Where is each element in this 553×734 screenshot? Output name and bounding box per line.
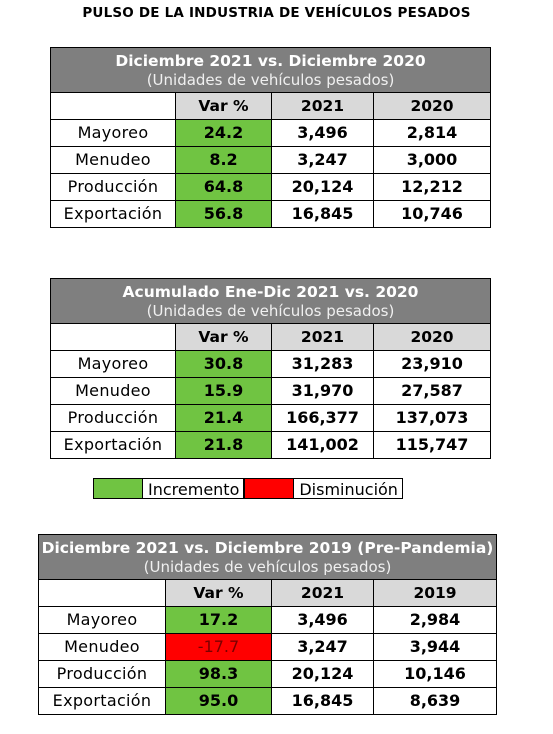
row-label: Mayoreo [50,350,176,378]
row-label: Menudeo [50,146,176,174]
table-row: Exportación 56.8 16,845 10,746 [50,200,492,228]
row-label: Producción [38,660,166,688]
legend-decrease-label: Disminución [294,478,403,499]
row-label: Producción [50,404,176,432]
var-cell: 21.4 [175,404,272,432]
column-header-2021: 2021 [271,323,374,351]
table-subtitle: (Unidades de vehículos pesados) [146,301,395,320]
value-2021: 141,002 [271,431,374,459]
value-2019: 2,984 [372,606,498,634]
value-2021: 3,247 [271,633,374,661]
column-header-var: Var % [165,579,272,607]
row-label: Menudeo [50,377,176,405]
var-cell: 21.8 [175,431,272,459]
legend-decrease-swatch [244,478,295,499]
value-2020: 23,910 [372,350,492,378]
row-label: Mayoreo [38,606,166,634]
value-2021: 3,496 [271,606,374,634]
table-subtitle: (Unidades de vehículos pesados) [146,70,395,89]
row-label: Mayoreo [50,119,176,147]
column-header-blank [50,323,176,351]
table-header: Diciembre 2021 vs. Diciembre 2020 (Unida… [49,47,492,93]
table-row: Menudeo 8.2 3,247 3,000 [50,146,492,174]
value-2021: 20,124 [271,660,374,688]
value-2021: 20,124 [271,173,374,201]
table-dec-2021-vs-dec-2019: Diciembre 2021 vs. Diciembre 2019 (Pre-P… [37,534,498,715]
table-row: Exportación 21.8 141,002 115,747 [50,431,492,459]
table-title: Diciembre 2021 vs. Diciembre 2020 [115,51,426,70]
value-2020: 27,587 [372,377,492,405]
table-title: Diciembre 2021 vs. Diciembre 2019 (Pre-P… [41,538,494,557]
value-2020: 2,814 [372,119,492,147]
row-label: Exportación [38,687,166,715]
var-cell: 17.2 [165,606,272,634]
value-2021: 31,970 [271,377,374,405]
table-row: Mayoreo 30.8 31,283 23,910 [50,350,492,378]
table-row: Producción 64.8 20,124 12,212 [50,173,492,201]
column-header-var: Var % [175,92,272,120]
value-2021: 3,247 [271,146,374,174]
value-2021: 166,377 [271,404,374,432]
row-label: Exportación [50,431,176,459]
value-2021: 16,845 [271,200,374,228]
value-2020: 3,000 [372,146,492,174]
value-2020: 137,073 [372,404,492,432]
table-subtitle: (Unidades de vehículos pesados) [143,557,392,576]
column-header-var: Var % [175,323,272,351]
table-row: Menudeo 15.9 31,970 27,587 [50,377,492,405]
table-row: Mayoreo 24.2 3,496 2,814 [50,119,492,147]
table-header: Acumulado Ene-Dic 2021 vs. 2020 (Unidade… [49,278,492,324]
column-header-blank [50,92,176,120]
var-cell: -17.7 [165,633,272,661]
table-row: Menudeo -17.7 3,247 3,944 [38,633,498,661]
column-header-2021: 2021 [271,92,374,120]
table-row: Exportación 95.0 16,845 8,639 [38,687,498,715]
page-title: PULSO DE LA INDUSTRIA DE VEHÍCULOS PESAD… [82,5,471,21]
column-header-blank [38,579,166,607]
value-2019: 8,639 [372,687,498,715]
column-header-2021: 2021 [271,579,374,607]
var-cell: 8.2 [175,146,272,174]
value-2021: 31,283 [271,350,374,378]
column-header-2019: 2019 [372,579,498,607]
var-cell: 64.8 [175,173,272,201]
legend-increase-swatch [93,478,143,499]
table-dec-2021-vs-dec-2020: Diciembre 2021 vs. Diciembre 2020 (Unida… [49,47,492,228]
var-cell: 95.0 [165,687,272,715]
var-cell: 24.2 [175,119,272,147]
legend-increase-label: Incremento [143,478,245,499]
row-label: Producción [50,173,176,201]
value-2020: 12,212 [372,173,492,201]
value-2020: 10,746 [372,200,492,228]
row-label: Exportación [50,200,176,228]
column-header-2020: 2020 [372,323,492,351]
value-2019: 10,146 [372,660,498,688]
var-cell: 98.3 [165,660,272,688]
var-cell: 56.8 [175,200,272,228]
table-header: Diciembre 2021 vs. Diciembre 2019 (Pre-P… [37,534,498,580]
column-header-2020: 2020 [372,92,492,120]
value-2021: 3,496 [271,119,374,147]
value-2020: 115,747 [372,431,492,459]
table-row: Producción 21.4 166,377 137,073 [50,404,492,432]
var-cell: 15.9 [175,377,272,405]
value-2021: 16,845 [271,687,374,715]
var-cell: 30.8 [175,350,272,378]
table-title: Acumulado Ene-Dic 2021 vs. 2020 [122,282,419,301]
legend: Incremento Disminución [93,478,403,499]
table-row: Mayoreo 17.2 3,496 2,984 [38,606,498,634]
row-label: Menudeo [38,633,166,661]
table-row: Producción 98.3 20,124 10,146 [38,660,498,688]
table-acumulado-2021-vs-2020: Acumulado Ene-Dic 2021 vs. 2020 (Unidade… [49,278,492,459]
value-2019: 3,944 [372,633,498,661]
